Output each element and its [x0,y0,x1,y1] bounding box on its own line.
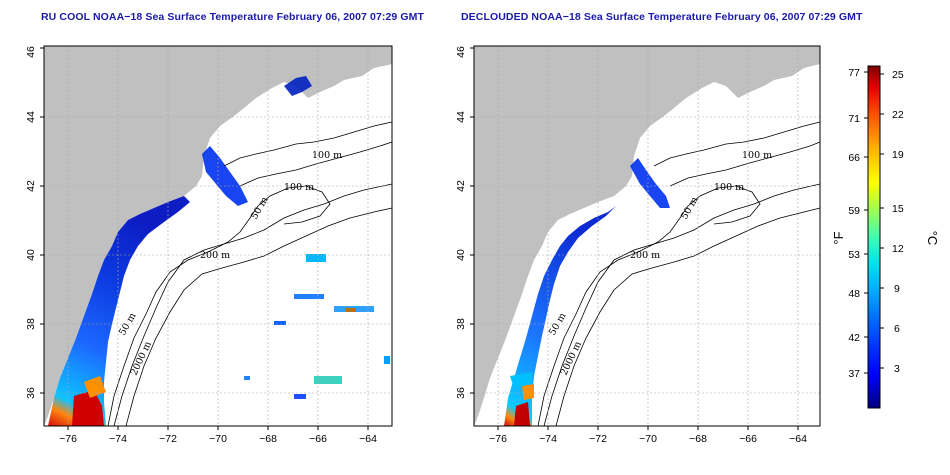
x-tick-label: −72 [159,433,177,445]
colorbar-celsius-tick: 15 [892,203,904,215]
y-tick-label: 36 [455,387,467,399]
right-map-panel: 100 m 100 m 50 m 200 m 50 m 2000 m [473,45,821,427]
colorbar: 77 71 66 59 53 48 42 37 25 22 19 15 12 9… [831,65,940,409]
x-tick-label: −66 [309,433,327,445]
y-tick-label: 40 [25,249,37,261]
x-tick-label: −64 [359,433,377,445]
contour-label: 200 m [200,250,230,261]
left-x-axis: −76 −74 −72 −70 −68 −66 −64 [59,426,377,445]
y-tick-label: 46 [25,46,37,58]
right-panel-title: DECLOUDED NOAA−18 Sea Surface Temperatur… [461,11,863,23]
contour-label: 100 m [714,182,744,193]
colorbar-celsius-tick: 19 [892,149,904,161]
colorbar-celsius-tick: 3 [894,363,900,375]
right-x-axis: −76 −74 −72 −70 −68 −66 −64 [489,426,807,445]
y-tick-label: 46 [455,46,467,58]
colorbar-gradient [867,65,881,409]
colorbar-celsius-tick: 6 [894,323,900,335]
x-tick-label: −74 [539,433,557,445]
colorbar-fahrenheit-tick: 48 [848,288,860,300]
y-tick-label: 36 [25,387,37,399]
y-tick-label: 44 [455,111,467,123]
colorbar-celsius-tick: 22 [892,109,904,121]
colorbar-fahrenheit-tick: 66 [848,152,860,164]
left-land-mass [44,46,392,426]
left-panel-title: RU COOL NOAA−18 Sea Surface Temperature … [41,11,425,23]
colorbar-celsius-tick: 12 [892,243,904,255]
colorbar-fahrenheit-tick: 77 [848,67,860,79]
y-tick-label: 42 [25,180,37,192]
contour-label: 100 m [312,150,342,161]
colorbar-fahrenheit-tick: 59 [848,205,860,217]
y-tick-label: 40 [455,249,467,261]
fahrenheit-unit-label: °F [831,231,846,244]
x-tick-label: −70 [639,433,657,445]
left-y-axis: 36 38 40 42 44 46 [25,46,44,399]
contour-label: 100 m [742,150,772,161]
colorbar-fahrenheit-tick: 53 [848,249,860,261]
x-tick-label: −74 [109,433,127,445]
x-tick-label: −76 [59,433,77,445]
y-tick-label: 38 [455,318,467,330]
y-tick-label: 44 [25,111,37,123]
left-sst-shelf [48,196,190,426]
celsius-unit-label: °C [925,231,940,246]
colorbar-fahrenheit-tick: 37 [848,368,860,380]
colorbar-fahrenheit-tick: 42 [848,332,860,344]
x-tick-label: −68 [259,433,277,445]
x-tick-label: −72 [589,433,607,445]
colorbar-celsius-tick: 25 [892,69,904,81]
contour-label: 100 m [284,182,314,193]
x-tick-label: −64 [789,433,807,445]
right-land-mass [474,46,820,426]
colorbar-celsius-tick: 9 [894,283,900,295]
colorbar-fahrenheit-tick: 71 [848,113,860,125]
right-y-axis: 36 38 40 42 44 46 [455,46,474,399]
right-sst-shelf [504,206,616,426]
x-tick-label: −68 [689,433,707,445]
x-tick-label: −76 [489,433,507,445]
left-map-panel: 100 m 100 m 50 m 200 m 50 m 2000 m [43,45,393,427]
contour-label: 200 m [630,250,660,261]
y-tick-label: 42 [455,180,467,192]
x-tick-label: −66 [739,433,757,445]
y-tick-label: 38 [25,318,37,330]
x-tick-label: −70 [209,433,227,445]
